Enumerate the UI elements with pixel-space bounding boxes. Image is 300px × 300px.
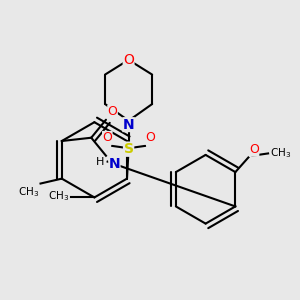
- Text: CH$_3$: CH$_3$: [270, 146, 291, 160]
- Text: CH$_3$: CH$_3$: [18, 185, 39, 199]
- Text: O: O: [145, 131, 155, 144]
- Text: O: O: [108, 105, 118, 118]
- Text: N: N: [109, 158, 120, 171]
- Text: O: O: [123, 53, 134, 67]
- Text: S: S: [124, 142, 134, 156]
- Text: N: N: [123, 118, 134, 132]
- Text: CH$_3$: CH$_3$: [48, 189, 69, 203]
- Text: H: H: [96, 158, 104, 167]
- Text: O: O: [102, 131, 112, 144]
- Text: O: O: [249, 143, 259, 156]
